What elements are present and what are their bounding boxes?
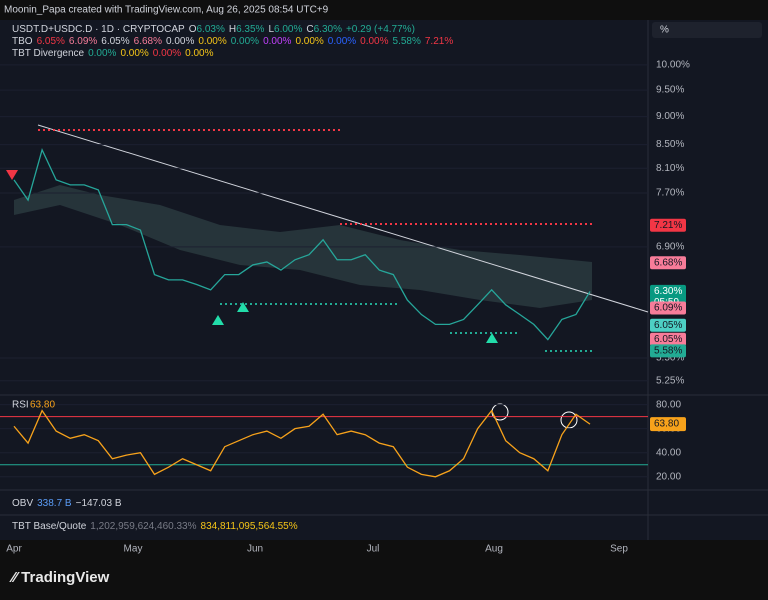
price-badge-label: 7.21%: [654, 220, 682, 231]
indicator-value: 0.00%: [360, 36, 389, 47]
indicator-value: 0.00%: [185, 48, 214, 59]
price-badge-label: 6.30%: [654, 286, 682, 297]
ohlc-label: H: [228, 24, 237, 35]
ohlc-item: C6.30%: [306, 24, 342, 35]
buy-signal: [237, 302, 249, 312]
buy-signal: [486, 333, 498, 343]
price-badge: [650, 301, 686, 315]
indicator-value: 0.00%: [152, 48, 182, 59]
ohlc-value: 6.30%: [313, 24, 342, 35]
indicator-value: 0.00%: [88, 48, 117, 59]
price-badge: [650, 332, 686, 346]
y-tick-label: 9.50%: [656, 85, 684, 96]
indicator-value: 1,202,959,624,460.33%: [90, 521, 197, 532]
indicator-name: OBV: [12, 498, 34, 509]
legend-tbt: TBT Divergence 0.00% 0.00% 0.00% 0.00%: [12, 48, 214, 59]
value-badge-label: 63.80: [654, 419, 679, 430]
series-line: [13, 147, 591, 341]
legend-obv: OBV 338.7 B −147.03 B: [12, 498, 121, 509]
y-tick-label: 10.00%: [656, 60, 690, 71]
y-tick-label: 5.25%: [656, 375, 684, 386]
indicator-name: TBT Divergence: [12, 48, 85, 59]
ohlc-label: C: [306, 24, 314, 35]
ohlc-item: H6.35%: [229, 24, 265, 35]
logo: ⁄⁄ TradingView: [9, 569, 110, 586]
indicator-value: 6.68%: [133, 36, 162, 47]
y-tick-label: 7.70%: [656, 188, 684, 199]
indicator-value: 0.00%: [198, 36, 227, 47]
x-tick-label: May: [124, 544, 143, 555]
sell-signal: [6, 170, 18, 180]
y-tick-label: 20.00: [656, 471, 681, 482]
ohlc-value: 6.35%: [236, 24, 265, 35]
y-tick-label: 8.10%: [656, 163, 684, 174]
highlight-circle: [560, 411, 578, 429]
x-tick-label: Jun: [247, 544, 263, 555]
series-line: [13, 409, 591, 478]
y-tick-label: 9.00%: [656, 111, 684, 122]
ohlc-item: L6.00%: [268, 24, 302, 35]
price-badge-label: 6.05%: [654, 334, 682, 345]
indicator-value: −147.03 B: [75, 498, 122, 509]
y-tick-label: 5.50%: [656, 353, 684, 364]
y-tick-label: 80.00: [656, 399, 681, 410]
indicator-value: 0.00%: [120, 48, 149, 59]
price-badge-label: 6.09%: [654, 303, 682, 314]
y-tick-label: 8.50%: [656, 139, 684, 150]
ohlc-label: O: [188, 24, 197, 35]
y-tick-label: 40.00: [656, 447, 681, 458]
indicator-value: 7.21%: [424, 36, 454, 47]
pane-title: RSI: [12, 400, 29, 411]
symbol: USDT.D+USDC.D · 1D · CRYPTOCAP: [12, 24, 185, 35]
indicator-value: 0.00%: [327, 36, 357, 47]
indicator-value: 834,811,095,564.55%: [200, 521, 298, 532]
x-tick-label: Aug: [485, 544, 503, 555]
indicator-value: 0.00%: [166, 36, 195, 47]
indicator-value: 0.00%: [295, 36, 324, 47]
buy-signal: [212, 315, 224, 325]
x-tick-label: Apr: [6, 544, 22, 555]
change: +0.29 (+4.77%): [345, 24, 415, 35]
price-badge: [650, 344, 686, 358]
price-badge-label: 5.58%: [654, 346, 682, 357]
price-badge: [650, 318, 686, 332]
indicator-value: 6.05%: [101, 36, 130, 47]
x-tick-label: Sep: [610, 544, 628, 555]
price-badge-label: 6.68%: [654, 257, 682, 268]
ohlc-label: L: [268, 24, 275, 35]
legend-tbt-base-quote: TBT Base/Quote 1,202,959,624,460.33% 834,8…: [12, 521, 298, 532]
indicator-value: 5.58%: [392, 36, 421, 47]
ohlc-item: O6.03%: [189, 24, 225, 35]
ohlc-value: 6.00%: [274, 24, 303, 35]
value-badge: [650, 417, 686, 432]
unit-button-label[interactable]: %: [660, 25, 669, 36]
indicator-value: 0.00%: [230, 36, 260, 47]
price-badge: [650, 256, 686, 270]
indicator-value: 338.7 B: [37, 498, 72, 509]
ohlc-value: 6.03%: [196, 24, 225, 35]
legend-tbo: TBO 6.05% 6.09% 6.05% 6.68% 0.00% 0.00% 0.00% 0.…: [12, 36, 453, 47]
y-tick-label: 6.90%: [656, 241, 684, 252]
indicator-value: 6.09%: [68, 36, 98, 47]
price-badge: [650, 218, 686, 232]
header-text: Moonin_Papa created with TradingView.com…: [4, 5, 329, 16]
pane-value: 63.80: [30, 400, 55, 411]
price-badge-label: 6.05%: [654, 320, 682, 331]
legend-main: USDT.D+USDC.D · 1D · CRYPTOCAP O6.03% H6.3…: [12, 24, 415, 35]
indicator-name: TBO: [12, 36, 33, 47]
indicator-value: 0.00%: [263, 36, 292, 47]
unit-button[interactable]: [652, 22, 762, 38]
price-axis-background: [648, 20, 768, 540]
x-tick-label: Jul: [367, 544, 380, 555]
indicator-value: 6.05%: [36, 36, 65, 47]
trend-line: [37, 124, 649, 313]
indicator-name: TBT Base/Quote: [12, 521, 87, 532]
